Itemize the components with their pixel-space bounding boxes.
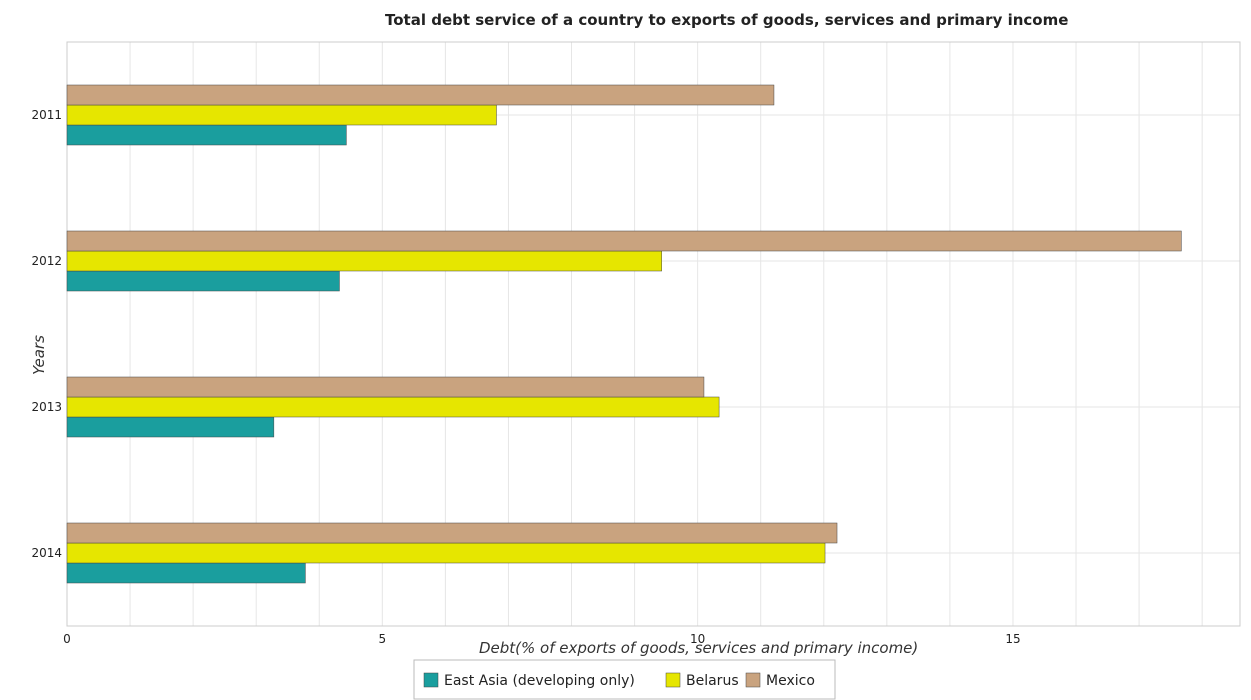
bar-east-asia-developing-only-2013: [66, 416, 275, 438]
legend-label-mexico: Mexico: [766, 673, 815, 689]
bar-belarus-2014: [66, 542, 826, 564]
legend-label-belarus: Belarus: [686, 673, 739, 689]
y-tick-label: 2012: [31, 254, 62, 268]
grid: [66, 42, 1240, 626]
bar-east-asia-developing-only-2012: [66, 270, 340, 292]
x-tick-label: 10: [690, 632, 705, 646]
x-ticks: 0 5 10 15: [63, 632, 1020, 646]
bar-mexico-2011: [66, 84, 775, 106]
bar-belarus-2013: [66, 396, 720, 418]
legend-swatch-mexico: [745, 672, 761, 688]
bar-mexico-2014: [66, 522, 838, 544]
plot-frame: [66, 41, 1241, 627]
x-tick-label: 15: [1005, 632, 1020, 646]
legend: East Asia (developing only) Belarus Mexi…: [413, 659, 836, 700]
y-ticks: 2011 2012 2013 2014: [31, 108, 62, 560]
bar-east-asia-developing-only-2011: [66, 124, 347, 146]
bar-belarus-2011: [66, 104, 497, 126]
bar-east-asia-developing-only-2014: [66, 562, 306, 584]
bar-mexico-2012: [66, 230, 1182, 252]
y-tick-label: 2013: [31, 400, 62, 414]
legend-label-east-asia: East Asia (developing only): [444, 673, 635, 689]
legend-frame: [413, 659, 836, 700]
bar-belarus-2012: [66, 250, 662, 272]
legend-swatch-belarus: [665, 672, 681, 688]
bar-mexico-2013: [66, 376, 705, 398]
y-tick-label: 2011: [31, 108, 62, 122]
y-tick-label: 2014: [31, 546, 62, 560]
x-tick-label: 0: [63, 632, 71, 646]
x-axis-label: Debt(% of exports of goods, services and…: [479, 639, 918, 657]
x-tick-label: 5: [379, 632, 387, 646]
y-axis-label: Years: [30, 335, 48, 375]
chart-title: Total debt service of a country to expor…: [385, 11, 1068, 29]
bars: [66, 84, 1182, 584]
legend-swatch-east-asia: [423, 672, 439, 688]
